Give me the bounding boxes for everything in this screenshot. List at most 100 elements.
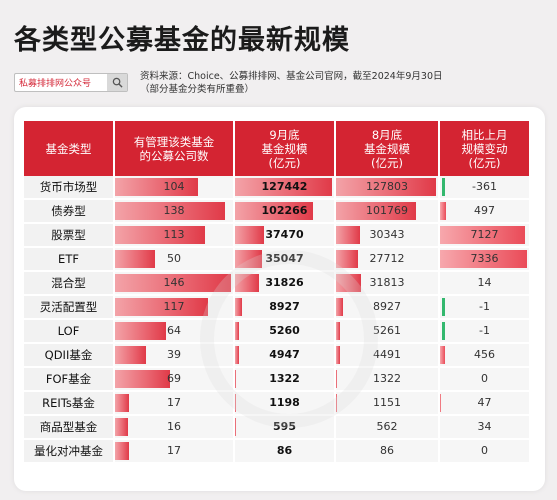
sep-cell: 102266 (235, 200, 336, 224)
aug-bar (336, 178, 436, 196)
change-cell: 7336 (440, 248, 531, 272)
companies-cell: 17 (115, 392, 235, 416)
aug-value: 562 (376, 420, 398, 433)
table-row: 股票型 113 37470 30343 7127 (24, 224, 531, 248)
companies-value: 146 (163, 276, 185, 289)
sep-cell: 31826 (235, 272, 336, 296)
change-cell: -1 (440, 320, 531, 344)
sep-bar (235, 346, 239, 364)
companies-value: 69 (167, 372, 181, 385)
change-cell: -1 (440, 296, 531, 320)
fund-type-cell: REITs基金 (24, 392, 115, 416)
change-bar (442, 298, 445, 316)
companies-cell: 138 (115, 200, 235, 224)
sep-bar (235, 274, 260, 292)
sep-cell: 35047 (235, 248, 336, 272)
source-note-line: （部分基金分类有所重叠） (140, 84, 255, 95)
table-row: 量化对冲基金 17 86 86 0 (24, 440, 531, 464)
change-value: 0 (481, 372, 488, 385)
change-value: -1 (479, 300, 490, 313)
fund-type-cell: 量化对冲基金 (24, 440, 115, 464)
sep-value: 1198 (269, 396, 300, 409)
fund-type-cell: 灵活配置型 (24, 296, 115, 320)
aug-cell: 1322 (336, 368, 440, 392)
column-header: 有管理该类基金 的公募公司数 (115, 121, 235, 176)
column-header: 基金类型 (24, 121, 115, 176)
aug-bar (336, 226, 360, 244)
change-bar (440, 226, 525, 244)
companies-bar (115, 346, 146, 364)
fund-type-cell: 债券型 (24, 200, 115, 224)
companies-value: 16 (167, 420, 181, 433)
sep-bar (235, 202, 313, 220)
aug-cell: 4491 (336, 344, 440, 368)
sep-value: 127442 (261, 180, 308, 193)
aug-value: 127803 (366, 180, 408, 193)
companies-value: 113 (163, 228, 185, 241)
sep-bar (235, 298, 242, 316)
search-box[interactable]: 私募排排网公众号 (14, 73, 128, 92)
aug-bar (336, 298, 343, 316)
companies-cell: 64 (115, 320, 235, 344)
companies-cell: 113 (115, 224, 235, 248)
table-row: 混合型 146 31826 31813 14 (24, 272, 531, 296)
aug-bar (336, 202, 416, 220)
fund-type-cell: FOF基金 (24, 368, 115, 392)
companies-cell: 117 (115, 296, 235, 320)
sep-bar (235, 226, 264, 244)
fund-type-cell: 股票型 (24, 224, 115, 248)
table-row: LOF 64 5260 5261 -1 (24, 320, 531, 344)
change-value: 456 (474, 348, 495, 361)
change-value: 14 (477, 276, 492, 289)
change-cell: 7127 (440, 224, 531, 248)
change-value: -361 (472, 180, 497, 193)
aug-cell: 27712 (336, 248, 440, 272)
sep-bar (235, 394, 236, 412)
sep-value: 31826 (265, 276, 304, 289)
table-row: ETF 50 35047 27712 7336 (24, 248, 531, 272)
aug-cell: 31813 (336, 272, 440, 296)
column-header: 9月底 基金规模 (亿元) (235, 121, 336, 176)
sep-value: 5260 (269, 324, 300, 337)
change-cell: -361 (440, 176, 531, 200)
aug-cell: 1151 (336, 392, 440, 416)
column-header: 8月底 基金规模 (亿元) (336, 121, 440, 176)
aug-bar (336, 346, 340, 364)
companies-bar (115, 178, 198, 196)
companies-value: 17 (167, 396, 181, 409)
change-value: 7127 (470, 228, 499, 241)
page-title: 各类型公募基金的最新规模 (14, 25, 350, 56)
fund-type-cell: 商品型基金 (24, 416, 115, 440)
companies-value: 138 (163, 204, 185, 217)
aug-cell: 8927 (336, 296, 440, 320)
aug-bar (336, 394, 337, 412)
change-bar (440, 250, 527, 268)
table-row: 商品型基金 16 595 562 34 (24, 416, 531, 440)
aug-bar (336, 370, 337, 388)
aug-value: 4491 (373, 348, 401, 361)
companies-bar (115, 274, 231, 292)
search-button[interactable] (107, 74, 127, 91)
sep-bar (235, 370, 236, 388)
sep-bar (235, 322, 239, 340)
sep-cell: 5260 (235, 320, 336, 344)
sep-cell: 37470 (235, 224, 336, 248)
aug-bar (336, 322, 341, 340)
companies-bar (115, 250, 155, 268)
fund-table: 基金类型 有管理该类基金 的公募公司数 9月底 基金规模 (亿元) 8月底 基金规模 (亿元) 相… (24, 121, 531, 464)
companies-value: 50 (167, 252, 181, 265)
sep-bar (235, 250, 262, 268)
change-value: 0 (481, 444, 488, 457)
change-bar (440, 346, 446, 364)
change-cell: 34 (440, 416, 531, 440)
aug-cell: 127803 (336, 176, 440, 200)
companies-cell: 146 (115, 272, 235, 296)
change-bar (442, 322, 445, 340)
sep-value: 102266 (261, 204, 308, 217)
aug-value: 30343 (369, 228, 405, 241)
aug-bar (336, 250, 358, 268)
sep-cell: 1198 (235, 392, 336, 416)
companies-value: 64 (167, 324, 181, 337)
sep-cell: 127442 (235, 176, 336, 200)
fund-type-cell: 货币市场型 (24, 176, 115, 200)
